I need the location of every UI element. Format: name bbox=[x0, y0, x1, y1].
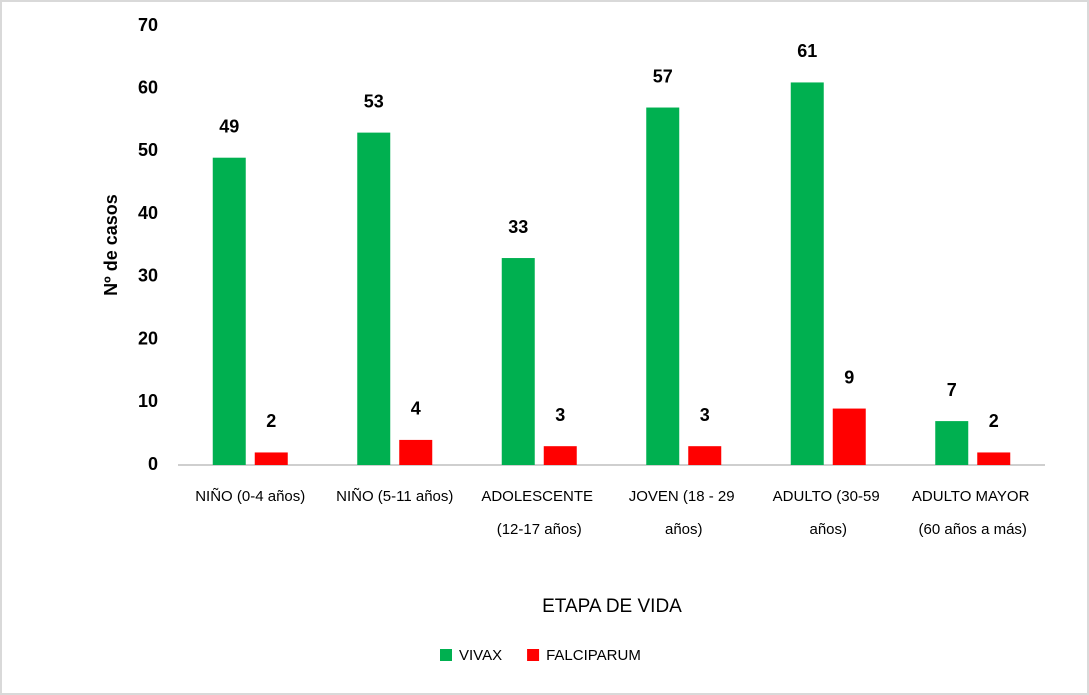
legend-swatch bbox=[527, 649, 540, 661]
bar bbox=[688, 446, 722, 465]
x-tick-label-line: ADULTO MAYOR bbox=[912, 488, 1034, 505]
y-tick-label: 0 bbox=[148, 454, 158, 474]
legend-label: VIVAX bbox=[459, 647, 502, 664]
x-tick-label-line: NIÑO (5-11 años) bbox=[336, 488, 453, 505]
bar bbox=[832, 408, 866, 465]
bar bbox=[935, 421, 969, 465]
y-tick-label: 70 bbox=[138, 15, 158, 35]
data-label: 2 bbox=[989, 411, 999, 431]
x-axis-title: ETAPA DE VIDA bbox=[542, 596, 682, 617]
bar bbox=[501, 258, 535, 465]
y-tick-label: 20 bbox=[138, 328, 158, 348]
x-tick-label-line: años) bbox=[809, 521, 847, 538]
data-label: 9 bbox=[844, 367, 854, 387]
x-tick-label-line: ADULTO (30-59 bbox=[773, 488, 884, 505]
data-label: 3 bbox=[700, 405, 710, 425]
x-tick-label-line: (12-17 años) bbox=[497, 521, 582, 538]
data-label: 49 bbox=[219, 116, 239, 136]
x-tick-label: NIÑO (5-11 años) bbox=[336, 488, 453, 505]
x-tick-label-line: (60 años a más) bbox=[919, 521, 1027, 538]
data-label: 3 bbox=[555, 405, 565, 425]
bar bbox=[212, 157, 246, 465]
y-tick-label: 40 bbox=[138, 203, 158, 223]
data-label: 53 bbox=[364, 91, 384, 111]
data-label: 61 bbox=[797, 41, 817, 61]
x-tick-label-line: JOVEN (18 - 29 bbox=[629, 488, 739, 505]
bar bbox=[977, 452, 1011, 465]
legend-label: FALCIPARUM bbox=[546, 647, 641, 664]
x-tick-label: NIÑO (0-4 años) bbox=[195, 488, 305, 505]
bar bbox=[399, 439, 433, 465]
data-label: 7 bbox=[947, 380, 957, 400]
bar bbox=[254, 452, 288, 465]
y-tick-label: 60 bbox=[138, 77, 158, 97]
bar bbox=[543, 446, 577, 465]
x-tick-label: ADULTO (30-59 años) bbox=[773, 488, 884, 538]
x-tick-label-line: años) bbox=[665, 521, 703, 538]
data-label: 2 bbox=[266, 411, 276, 431]
x-tick-label: ADULTO MAYOR (60 años a más) bbox=[912, 488, 1034, 538]
x-tick-label-line: NIÑO (0-4 años) bbox=[195, 488, 305, 505]
y-axis-title: Nº de casos bbox=[101, 194, 121, 296]
x-tick-label: ADOLESCENTE (12-17 años) bbox=[481, 488, 597, 538]
x-tick-label: JOVEN (18 - 29 años) bbox=[629, 488, 739, 538]
y-tick-label: 50 bbox=[138, 140, 158, 160]
y-tick-label: 30 bbox=[138, 266, 158, 286]
data-label: 57 bbox=[653, 66, 673, 86]
data-label: 33 bbox=[508, 217, 528, 237]
bar bbox=[646, 107, 680, 466]
x-tick-label-line: ADOLESCENTE bbox=[481, 488, 597, 505]
bar bbox=[790, 82, 824, 465]
bar bbox=[357, 132, 391, 465]
y-tick-label: 10 bbox=[138, 391, 158, 411]
data-label: 4 bbox=[411, 399, 421, 419]
legend-swatch bbox=[440, 649, 452, 661]
